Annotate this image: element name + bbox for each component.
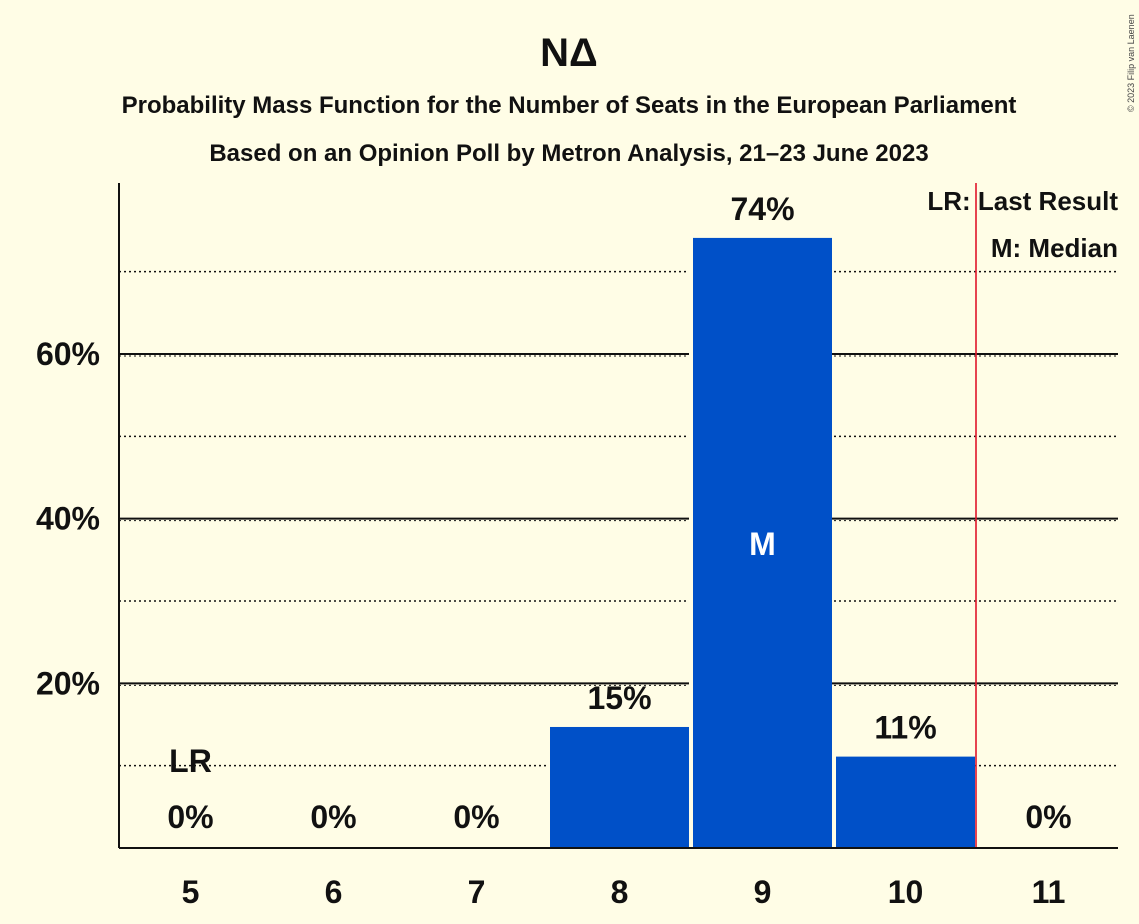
y-tick-label: 40% xyxy=(36,501,100,537)
data-label-seats-10: 11% xyxy=(874,710,936,746)
x-tick-label: 5 xyxy=(182,874,200,910)
legend-last-result: LR: Last Result xyxy=(927,186,1118,216)
data-label-seats-9: 74% xyxy=(730,191,794,227)
chart-title: ΝΔ xyxy=(540,31,598,75)
data-label-seats-6: 0% xyxy=(310,799,356,835)
bar-series xyxy=(546,237,975,848)
x-tick-label: 7 xyxy=(468,874,486,910)
data-label-seats-11: 0% xyxy=(1025,799,1071,835)
data-label-seats-7: 0% xyxy=(453,799,499,835)
y-axis: 20% 40% 60% xyxy=(36,183,120,848)
x-tick-label: 6 xyxy=(325,874,343,910)
x-tick-label: 10 xyxy=(888,874,924,910)
legend-median: M: Median xyxy=(991,233,1118,263)
x-tick-label: 9 xyxy=(754,874,772,910)
copyright-note: © 2023 Filip van Laenen xyxy=(1126,14,1136,112)
data-label-seats-8: 15% xyxy=(587,680,651,716)
median-marker: M xyxy=(749,526,776,562)
data-labels: 0% LR 0% 0% 15% 74% M 11% 0% xyxy=(167,183,1072,848)
x-tick-label: 11 xyxy=(1032,874,1066,910)
chart-subtitle: Probability Mass Function for the Number… xyxy=(122,92,1017,119)
legend: LR: Last Result M: Median xyxy=(927,186,1118,263)
bar-seats-10 xyxy=(836,756,975,848)
last-result-marker: LR xyxy=(169,743,212,779)
grid-lines xyxy=(119,270,1118,767)
bar-seats-9 xyxy=(693,237,832,848)
chart-subtitle-source: Based on an Opinion Poll by Metron Analy… xyxy=(209,140,928,167)
y-tick-label: 60% xyxy=(36,336,100,372)
data-label-seats-5: 0% xyxy=(167,799,213,835)
y-tick-label: 20% xyxy=(36,665,100,701)
x-axis: 5 6 7 8 9 10 11 xyxy=(119,847,1118,910)
bar-seats-8 xyxy=(550,726,689,848)
x-tick-label: 8 xyxy=(611,874,629,910)
